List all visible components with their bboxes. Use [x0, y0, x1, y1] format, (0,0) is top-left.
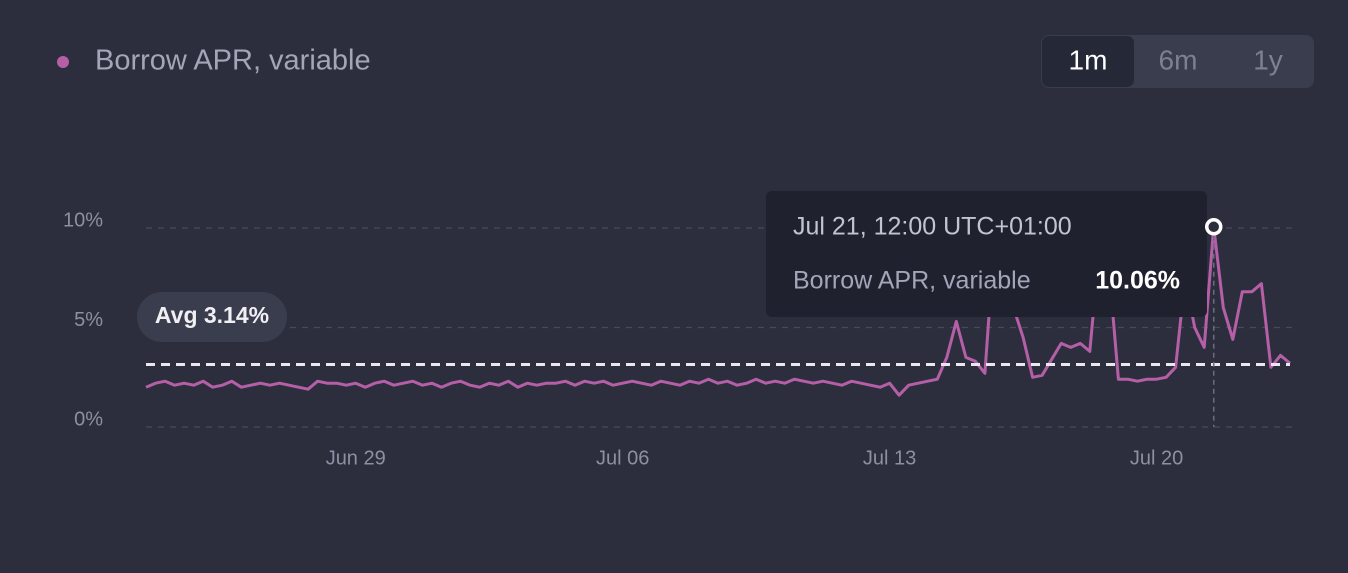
- legend-label: Borrow APR, variable: [95, 45, 371, 77]
- x-tick-label: Jul 20: [1130, 447, 1183, 469]
- range-button[interactable]: 1m: [1042, 36, 1134, 87]
- x-tick-label: Jun 29: [326, 447, 386, 469]
- hover-point: [1204, 218, 1223, 236]
- range-button-label: 1y: [1253, 44, 1283, 75]
- tooltip-series: Borrow APR, variable: [793, 267, 1031, 295]
- range-button[interactable]: 6m: [1159, 44, 1198, 75]
- range-button-label: 1m: [1069, 44, 1108, 75]
- average-label: Avg 3.14%: [155, 302, 269, 328]
- legend-dot: [57, 56, 69, 68]
- average-pill: [137, 292, 287, 342]
- y-tick-label: 10%: [63, 209, 103, 231]
- range-button-label: 6m: [1159, 44, 1198, 75]
- tooltip-value: 10.06%: [1095, 267, 1180, 295]
- range-button-bg: [1042, 36, 1134, 87]
- range-button[interactable]: 1y: [1253, 44, 1283, 75]
- y-tick-label: 5%: [74, 309, 103, 331]
- x-tick-label: Jul 06: [596, 447, 649, 469]
- y-tick-label: 0%: [74, 408, 103, 430]
- tooltip: [766, 191, 1207, 317]
- tooltip-date: Jul 21, 12:00 UTC+01:00: [793, 213, 1072, 241]
- x-tick-label: Jul 13: [863, 447, 916, 469]
